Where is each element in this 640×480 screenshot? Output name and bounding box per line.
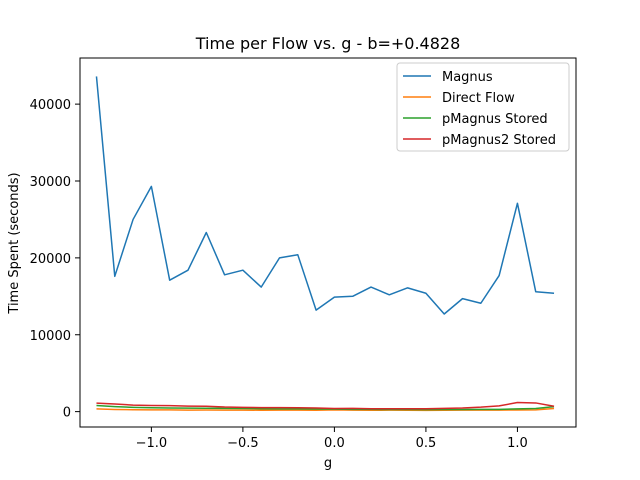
legend-label: pMagnus Stored	[442, 112, 548, 127]
legend: Magnus Direct Flow pMagnus Stored pMagnus2 …	[396, 62, 570, 152]
y-tick-label: 40000	[30, 98, 71, 113]
x-tick-label: −0.5	[227, 436, 259, 451]
plot-area-frame	[79, 57, 577, 428]
x-tick-label: −1.0	[136, 436, 168, 451]
y-tick-label: 30000	[30, 175, 71, 190]
series-line-0	[95, 76, 555, 315]
series-line-2	[96, 404, 555, 411]
legend-label: Magnus	[442, 70, 493, 85]
legend-box	[396, 62, 570, 152]
legend-label: Direct Flow	[442, 91, 515, 106]
x-tick-label: 0.0	[324, 436, 345, 451]
y-axis-label: Time Spent (seconds)	[7, 172, 22, 314]
x-tick-label: 0.5	[416, 436, 437, 451]
legend-label: pMagnus2 Stored	[442, 133, 556, 148]
y-tick-label: 10000	[30, 329, 71, 344]
series-line-3	[96, 401, 555, 410]
x-tick-label: 1.0	[507, 436, 528, 451]
x-axis: −1.0 −0.5 0.0 0.5 1.0	[136, 427, 528, 451]
chart-title: Time per Flow vs. g - b=+0.4828	[195, 34, 461, 53]
x-axis-label: g	[324, 456, 332, 471]
y-tick-label: 20000	[30, 252, 71, 267]
y-tick-label: 0	[63, 406, 71, 421]
plot-lines	[95, 76, 555, 412]
y-axis: 0 10000 20000 30000 40000	[30, 98, 80, 421]
